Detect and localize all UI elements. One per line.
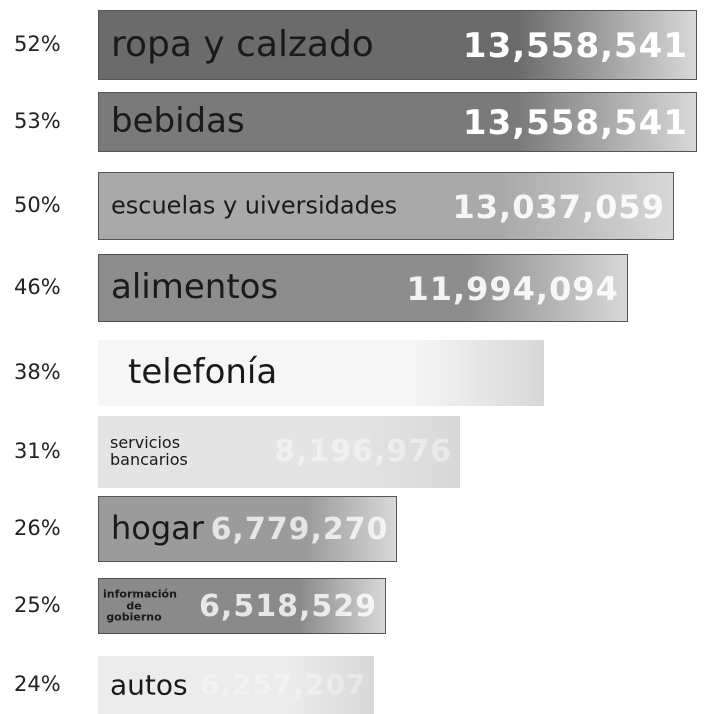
percent-label: 24% [14, 672, 61, 696]
percent-label: 25% [14, 593, 61, 617]
percent-label: 31% [14, 439, 61, 463]
category-label: servicios bancarios [110, 433, 188, 469]
percent-label: 50% [14, 193, 61, 217]
bar: bebidas 13,558,541 [98, 92, 697, 152]
bar: servicios bancarios 8,196,976 [98, 416, 461, 488]
bar: información de gobierno 6,518,529 [98, 578, 386, 634]
category-label: escuelas y uiversidades [111, 191, 398, 220]
value-label: 11,994,094 [406, 270, 619, 308]
category-label: bebidas [111, 101, 245, 142]
bar-row: 31% servicios bancarios 8,196,976 [0, 416, 704, 488]
value-label: 13,037,059 [452, 188, 665, 226]
bar: alimentos 11,994,094 [98, 254, 628, 322]
value-label: 13,558,541 [462, 103, 688, 143]
category-label: autos [110, 668, 188, 702]
bar-row: 53% bebidas 13,558,541 [0, 92, 704, 152]
value-label: 6,779,270 [210, 512, 389, 547]
value-label: 6,518,529 [199, 589, 377, 624]
category-label: información de gobierno [103, 587, 177, 624]
bar-row: 50% escuelas y uiversidades 13,037,059 [0, 172, 704, 240]
value-label: 6,257,207 [199, 668, 367, 701]
bar-row: 25% información de gobierno 6,518,529 [0, 578, 704, 634]
percent-label: 26% [14, 516, 61, 540]
category-label: alimentos [111, 267, 279, 308]
percent-label: 38% [14, 360, 61, 384]
percent-label: 53% [14, 109, 61, 133]
bar-row: 52% ropa y calzado 13,558,541 [0, 10, 704, 80]
percent-label: 52% [14, 32, 61, 56]
bar: ropa y calzado 13,558,541 [98, 10, 697, 80]
bar-row: 24% autos 6,257,207 [0, 656, 704, 714]
bar: escuelas y uiversidades 13,037,059 [98, 172, 674, 240]
bar: autos 6,257,207 [98, 656, 375, 714]
bar-row: 38% telefonía [0, 340, 704, 406]
category-label: hogar [111, 509, 204, 548]
bar: hogar 6,779,270 [98, 496, 398, 562]
bar-row: 26% hogar 6,779,270 [0, 496, 704, 562]
value-label: 8,196,976 [274, 434, 453, 469]
bar-row: 46% alimentos 11,994,094 [0, 254, 704, 322]
category-label: telefonía [128, 352, 278, 393]
category-label: ropa y calzado [111, 24, 374, 66]
value-label: 13,558,541 [462, 26, 688, 66]
bar: telefonía [98, 340, 545, 406]
percent-label: 46% [14, 275, 61, 299]
